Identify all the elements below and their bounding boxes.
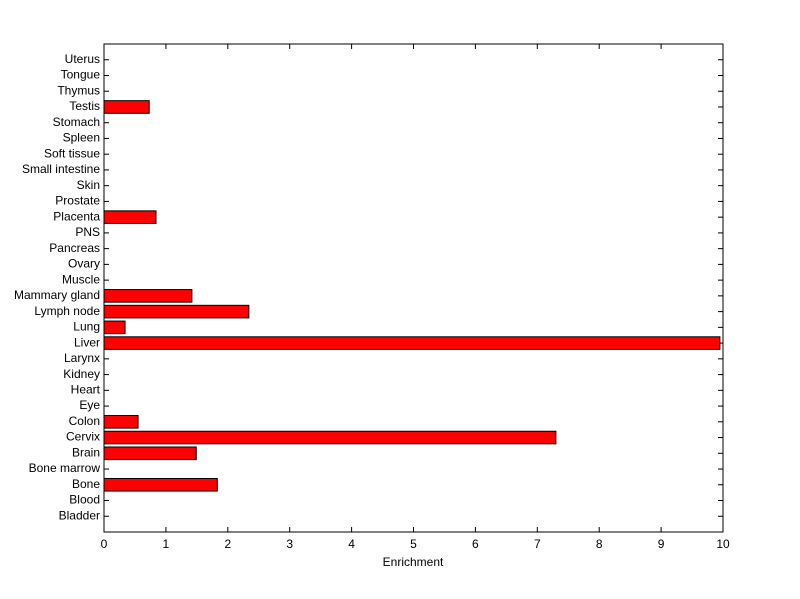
x-tick-label: 1	[163, 537, 170, 551]
x-tick-label: 5	[410, 537, 417, 551]
bar	[103, 210, 157, 224]
y-tick-label: Pancreas	[49, 241, 100, 255]
y-tick-label: Colon	[69, 414, 100, 428]
bar	[103, 446, 197, 461]
y-tick-label: Thymus	[57, 83, 100, 97]
bar	[103, 477, 218, 492]
bar	[103, 304, 250, 319]
x-tick-label: 0	[101, 537, 108, 551]
bar	[103, 289, 193, 303]
y-tick-label: Tongue	[61, 68, 101, 82]
x-tick-label: 7	[534, 537, 541, 551]
y-tick-label: Stomach	[53, 115, 100, 129]
y-tick-label: Bone marrow	[29, 461, 101, 475]
y-tick-label: Lung	[73, 320, 100, 334]
y-tick-label: Muscle	[62, 272, 100, 286]
x-tick-label: 8	[596, 537, 603, 551]
y-tick-label: Mammary gland	[14, 288, 100, 302]
y-tick-label: Bone	[72, 477, 100, 491]
x-tick-label: 4	[348, 537, 355, 551]
y-tick-label: Heart	[71, 382, 101, 396]
bar	[103, 320, 126, 335]
y-tick-label: Prostate	[55, 194, 100, 208]
y-tick-label: Ovary	[68, 257, 100, 271]
y-tick-label: Brain	[72, 445, 100, 459]
bar	[103, 100, 150, 114]
x-tick-label: 9	[658, 537, 665, 551]
x-tick-label: 2	[224, 537, 231, 551]
x-tick-label: 6	[472, 537, 479, 551]
bar	[103, 336, 721, 350]
y-tick-label: Eye	[79, 398, 100, 412]
y-tick-label: Liver	[74, 335, 100, 349]
y-tick-label: Placenta	[53, 209, 100, 223]
plot-area	[103, 43, 724, 533]
y-tick-label: Bladder	[59, 508, 100, 522]
y-tick-label: Soft tissue	[44, 146, 100, 160]
x-tick-label: 10	[716, 537, 730, 551]
y-tick-label: Uterus	[65, 52, 100, 66]
y-tick-label: Small intestine	[22, 162, 100, 176]
y-tick-label: Lymph node	[34, 304, 100, 318]
bar	[103, 415, 139, 429]
y-tick-label: PNS	[75, 225, 100, 239]
x-axis-label: Enrichment	[383, 555, 444, 569]
x-tick-label: 3	[286, 537, 293, 551]
y-tick-label: Skin	[77, 178, 100, 192]
y-tick-label: Spleen	[63, 131, 100, 145]
y-tick-label: Blood	[69, 493, 100, 507]
y-tick-label: Kidney	[63, 367, 100, 381]
y-tick-label: Cervix	[66, 430, 100, 444]
y-tick-label: Larynx	[64, 351, 100, 365]
y-tick-label: Testis	[69, 99, 100, 113]
bar	[103, 430, 557, 445]
